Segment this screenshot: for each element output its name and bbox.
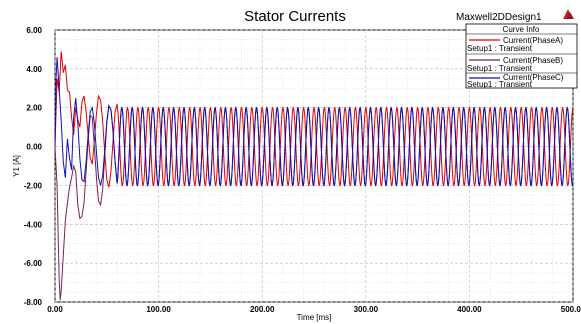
tick-labels: 0.00 100.00 200.00 300.00 400.00 500.00 6.00 4.…: [24, 26, 581, 314]
x-axis-label: Time [ms]: [297, 313, 332, 322]
legend-label-phase-c: Current(PhaseC): [503, 73, 564, 82]
x-tick-label: 100.00: [146, 305, 171, 314]
y-tick-label: -6.00: [24, 259, 43, 268]
legend: Curve Info Current(PhaseA) Setup1 : Tran…: [465, 23, 578, 89]
y-tick-label: -4.00: [24, 220, 43, 229]
x-tick-label: 300.00: [354, 305, 379, 314]
legend-header: Curve Info: [503, 25, 540, 34]
y-tick-label: -2.00: [24, 181, 43, 190]
x-tick-label: 500.00: [561, 305, 581, 314]
legend-setup-phase-b: Setup1 : Transient: [467, 64, 533, 73]
chart-title: Stator Currents: [244, 8, 346, 25]
y-tick-label: 4.00: [26, 65, 42, 74]
legend-label-phase-a: Current(PhaseA): [503, 36, 563, 45]
y-tick-label: 2.00: [26, 104, 42, 113]
y-axis-label: Y1 [A]: [12, 155, 21, 177]
legend-entry-phase-a: Current(PhaseA) Setup1 : Transient: [467, 36, 563, 53]
y-tick-label: 0.00: [26, 143, 42, 152]
legend-setup-phase-a: Setup1 : Transient: [467, 44, 533, 53]
ansoft-logo-icon: [563, 8, 574, 19]
legend-setup-phase-c: Setup1 : Transient: [467, 80, 533, 89]
x-tick-label: 0.00: [47, 305, 63, 314]
x-tick-label: 400.00: [457, 305, 482, 314]
x-tick-label: 200.00: [250, 305, 275, 314]
legend-label-phase-b: Current(PhaseB): [503, 56, 563, 65]
legend-entry-phase-c: Current(PhaseC) Setup1 : Transient: [467, 73, 564, 89]
legend-box: [465, 23, 578, 89]
project-name: Maxwell2DDesign1: [456, 12, 542, 23]
legend-entry-phase-b: Current(PhaseB) Setup1 : Transient: [467, 56, 563, 73]
y-tick-label: 6.00: [26, 26, 42, 35]
series-lines: [54, 51, 574, 301]
y-tick-label: -8.00: [24, 298, 43, 307]
series-line-phase-c: [54, 57, 574, 187]
